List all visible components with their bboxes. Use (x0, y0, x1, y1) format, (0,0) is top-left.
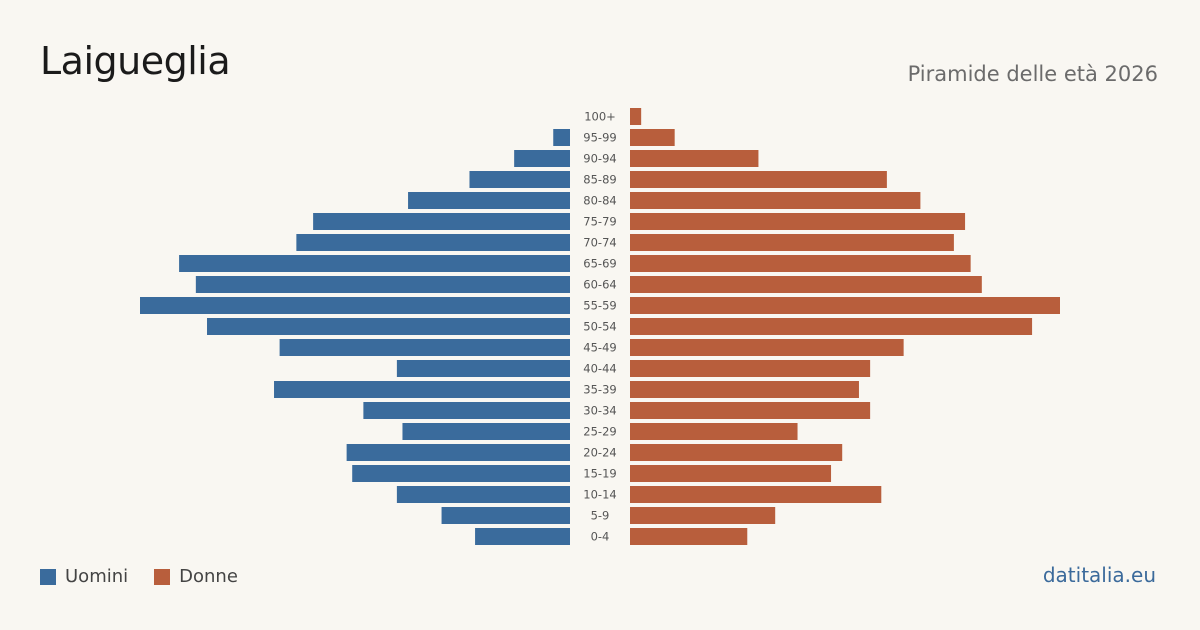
age-label-95-99: 95-99 (583, 131, 616, 145)
age-label-60-64: 60-64 (583, 278, 616, 292)
bar-men-55-59 (140, 297, 570, 314)
bar-women-35-39 (630, 381, 859, 398)
bar-women-75-79 (630, 213, 966, 230)
age-label-20-24: 20-24 (583, 446, 616, 460)
bar-men-80-84 (408, 192, 570, 209)
bar-men-5-9 (441, 507, 570, 524)
age-label-0-4: 0-4 (591, 530, 610, 544)
bar-men-40-44 (396, 360, 570, 377)
age-label-25-29: 25-29 (583, 425, 616, 439)
bar-women-30-34 (630, 402, 871, 419)
legend-swatch-men (40, 568, 56, 585)
age-label-15-19: 15-19 (583, 467, 616, 481)
age-label-75-79: 75-79 (583, 215, 616, 229)
age-label-50-54: 50-54 (583, 320, 616, 334)
page-title: Laigueglia (40, 39, 231, 83)
bar-men-70-74 (296, 234, 570, 251)
bar-women-5-9 (630, 507, 776, 524)
legend-label-women: Donne (179, 566, 238, 587)
bar-men-30-34 (363, 402, 570, 419)
bar-men-0-4 (475, 528, 570, 545)
age-label-70-74: 70-74 (583, 236, 616, 250)
bar-women-60-64 (630, 276, 982, 293)
age-label-85-89: 85-89 (583, 173, 616, 187)
age-label-30-34: 30-34 (583, 404, 616, 418)
bar-women-0-4 (630, 528, 748, 545)
bar-men-90-94 (514, 150, 570, 167)
legend-item-women: Donne (154, 566, 238, 587)
bar-men-20-24 (346, 444, 570, 461)
bar-women-50-54 (630, 318, 1033, 335)
bar-men-65-69 (179, 255, 570, 272)
bar-men-75-79 (313, 213, 570, 230)
bar-women-40-44 (630, 360, 871, 377)
bar-men-15-19 (352, 465, 570, 482)
chart-legend: Uomini Donne (40, 566, 264, 587)
bar-women-20-24 (630, 444, 843, 461)
bar-women-70-74 (630, 234, 954, 251)
legend-label-men: Uomini (65, 566, 129, 587)
bar-men-95-99 (553, 129, 570, 146)
bar-women-90-94 (630, 150, 759, 167)
age-label-90-94: 90-94 (583, 152, 616, 166)
bar-men-35-39 (274, 381, 570, 398)
legend-item-men: Uomini (40, 566, 128, 587)
bar-women-85-89 (630, 171, 887, 188)
bar-women-10-14 (630, 486, 882, 503)
age-label-5-9: 5-9 (591, 509, 610, 523)
chart-subtitle: Piramide delle età 2026 (907, 62, 1158, 86)
bar-men-85-89 (469, 171, 570, 188)
bar-men-50-54 (207, 318, 570, 335)
source-link[interactable]: datitalia.eu (1042, 563, 1156, 587)
bar-women-45-49 (630, 339, 904, 356)
bar-men-25-29 (402, 423, 570, 440)
age-label-10-14: 10-14 (583, 488, 616, 502)
bar-women-65-69 (630, 255, 971, 272)
bar-men-10-14 (396, 486, 570, 503)
age-label-55-59: 55-59 (583, 299, 616, 313)
age-label-65-69: 65-69 (583, 257, 616, 271)
age-label-80-84: 80-84 (583, 194, 616, 208)
bar-women-100plus (630, 108, 642, 125)
bar-men-45-49 (279, 339, 570, 356)
age-label-35-39: 35-39 (583, 383, 616, 397)
age-label-100plus: 100+ (584, 110, 616, 124)
bar-women-80-84 (630, 192, 921, 209)
bar-women-55-59 (630, 297, 1060, 314)
bar-women-25-29 (630, 423, 798, 440)
bar-women-95-99 (630, 129, 675, 146)
bar-women-15-19 (630, 465, 832, 482)
legend-swatch-women (154, 568, 171, 585)
age-label-45-49: 45-49 (583, 341, 616, 355)
age-label-40-44: 40-44 (583, 362, 616, 376)
bar-men-60-64 (195, 276, 570, 293)
